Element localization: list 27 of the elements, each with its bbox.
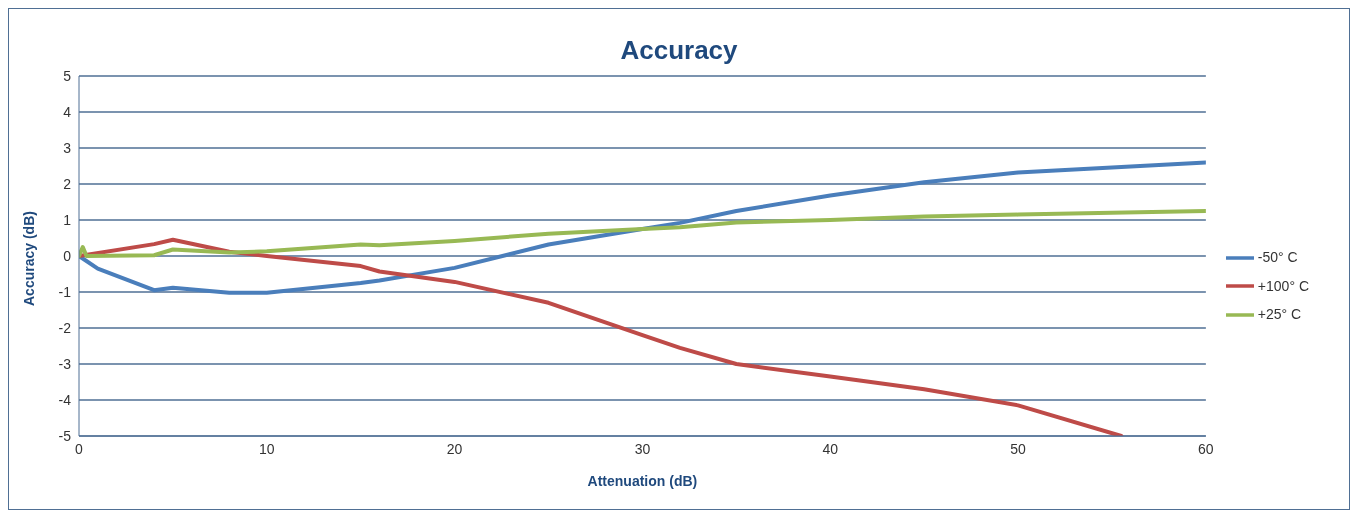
- legend-label: +100° C: [1257, 277, 1309, 294]
- y-tick-label: -1: [58, 283, 72, 300]
- y-tick-label: 1: [63, 211, 72, 228]
- line-series: [79, 237, 1124, 436]
- x-tick-label: 10: [259, 440, 275, 457]
- x-tick-label: 40: [822, 440, 839, 457]
- y-tick-label: -3: [58, 355, 72, 372]
- x-axis-title: Attenuation (dB): [587, 473, 698, 489]
- line-series: [79, 160, 1206, 295]
- x-tick-label: 50: [1010, 440, 1027, 457]
- y-tick-label: 4: [63, 103, 72, 120]
- legend-label: +25° C: [1257, 306, 1302, 323]
- x-tick-label: 30: [634, 440, 651, 457]
- chart-title: Accuracy: [619, 35, 739, 66]
- y-tick-label: 3: [63, 139, 72, 156]
- y-tick-label: 0: [63, 247, 72, 264]
- y-tick-label: -4: [58, 391, 72, 408]
- y-tick-label: -2: [58, 319, 72, 336]
- y-tick-label: -5: [58, 427, 72, 444]
- x-tick-label: 20: [446, 440, 463, 457]
- y-tick-label: 5: [63, 67, 72, 84]
- x-tick-label: 60: [1198, 440, 1214, 457]
- line-series: [79, 209, 1206, 258]
- y-axis-title: Accuracy (dB): [20, 211, 37, 306]
- x-tick-label: 0: [75, 440, 84, 457]
- y-tick-label: 2: [63, 175, 72, 192]
- legend-label: -50° C: [1257, 248, 1298, 265]
